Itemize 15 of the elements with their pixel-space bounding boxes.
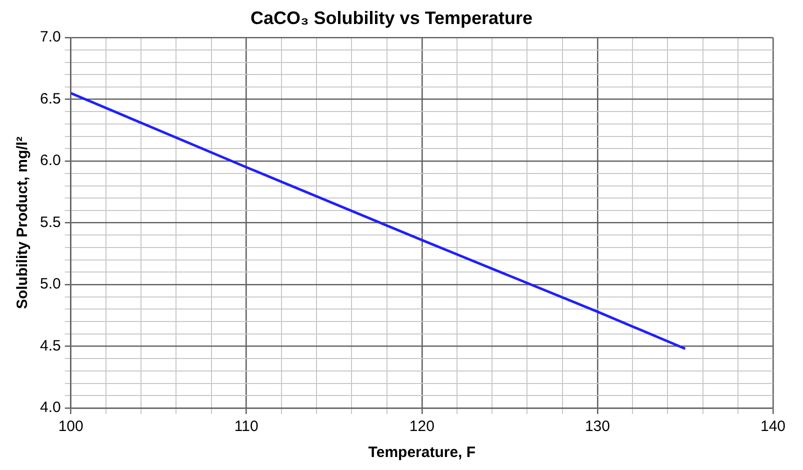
chart-title: CaCO₃ Solubility vs Temperature xyxy=(250,8,533,28)
x-tick-label: 110 xyxy=(234,418,258,436)
x-tick-label: 100 xyxy=(58,418,84,436)
y-tick-label: 6.0 xyxy=(40,152,61,170)
x-tick-label: 130 xyxy=(584,418,610,436)
x-axis-title: Temperature, F xyxy=(368,444,476,462)
x-tick-label: 140 xyxy=(760,418,786,436)
y-tick-label: 4.0 xyxy=(40,399,61,416)
y-tick-label: 6.5 xyxy=(40,90,61,108)
y-tick-label: 7.0 xyxy=(40,28,61,46)
y-tick-label: 5.0 xyxy=(40,276,61,293)
y-axis-title: Solubility Product, mg/l² xyxy=(14,136,32,310)
y-tick-label: 4.5 xyxy=(40,337,61,354)
y-tick-label: 5.5 xyxy=(40,214,61,231)
x-tick-label: 120 xyxy=(409,418,434,436)
